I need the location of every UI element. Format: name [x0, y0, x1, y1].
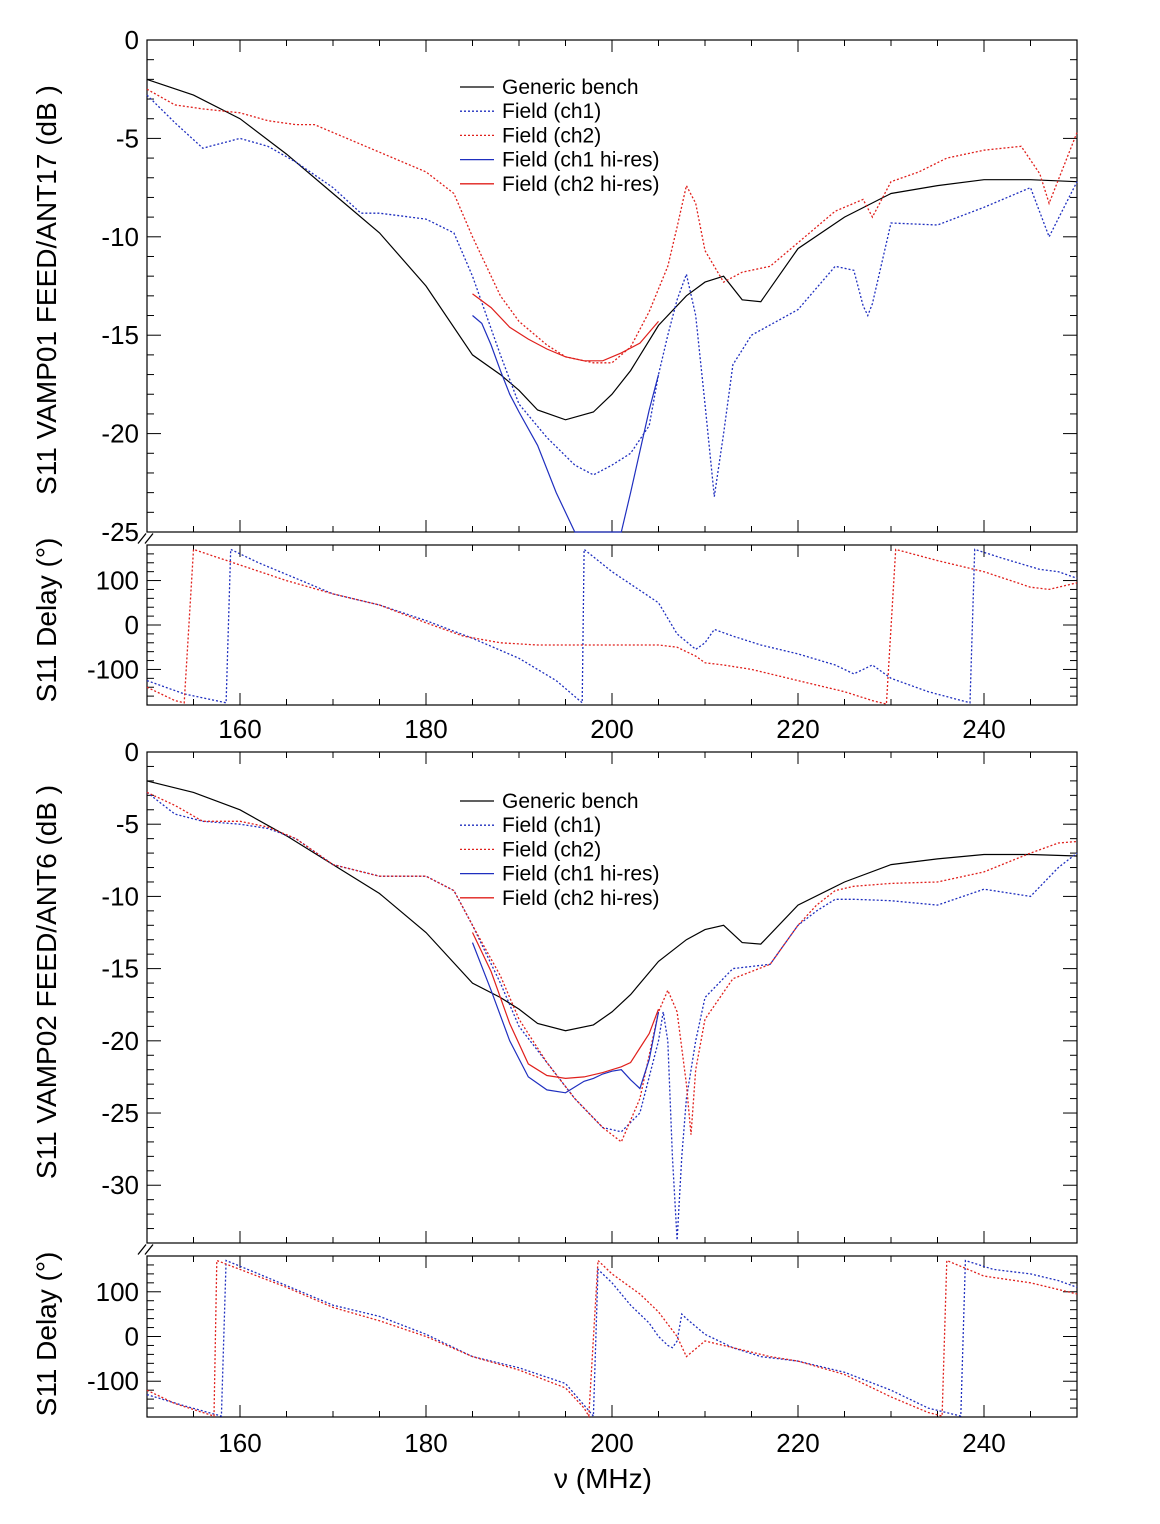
bottom-mag-series-line [471, 942, 660, 1094]
top-phase-tick-label: 0 [125, 610, 139, 640]
bottom-phase-series-line [146, 1259, 1078, 1418]
top-phase-series-line [146, 548, 1078, 705]
top-x-tick-label: 160 [218, 714, 261, 744]
bottom-x-tick-label: 160 [218, 1428, 261, 1458]
bottom-mag-tick-label: -15 [101, 954, 139, 984]
bottom-phase-series-line [146, 1259, 1078, 1419]
top-mag-tick-label: -15 [101, 320, 139, 350]
bottom-legend-label: Field (ch2 hi-res) [502, 887, 660, 910]
top-mag-tick-label: -20 [101, 419, 139, 449]
bottom-mag-frame [146, 751, 1078, 1244]
x-axis-title: ν (MHz) [554, 1463, 652, 1494]
top-mag-tick-label: 0 [125, 25, 139, 55]
bottom-mag-tick-label: -5 [116, 809, 139, 839]
top-legend-label: Field (ch2) [502, 124, 601, 147]
top-mag-tick-label: -25 [101, 517, 139, 547]
bottom-mag-tick-label: -30 [101, 1170, 139, 1200]
top-phase-series-line [146, 548, 1078, 705]
bottom-mag-series-line [471, 932, 660, 1080]
top-mag-series-line [472, 293, 659, 362]
bottom-mag-ylabel: S11 VAMP02 FEED/ANT6 (dB ) [31, 785, 62, 1179]
bottom-axis-break [144, 1244, 154, 1255]
bottom-axis-break [137, 1244, 147, 1255]
bottom-legend-label: Field (ch2) [502, 838, 601, 861]
bottom-legend-label: Generic bench [502, 790, 639, 813]
bottom-phase-tick-label: 100 [96, 1277, 139, 1307]
top-mag-tick-label: -10 [101, 222, 139, 252]
top-mag-tick-label: -5 [116, 123, 139, 153]
top-x-tick-label: 200 [590, 714, 633, 744]
top-x-tick-label: 220 [776, 714, 819, 744]
bottom-x-tick-label: 200 [590, 1428, 633, 1458]
top-legend-label: Field (ch2 hi-res) [502, 173, 660, 196]
top-x-tick-label: 240 [962, 714, 1005, 744]
top-legend-label: Field (ch1 hi-res) [502, 149, 660, 172]
bottom-mag-series-line [146, 791, 1078, 1143]
bottom-mag-tick-label: -10 [101, 881, 139, 911]
top-axis-break [137, 533, 147, 544]
top-phase-tick-label: 100 [96, 566, 139, 596]
bottom-legend-label: Field (ch1) [502, 814, 601, 837]
top-mag-series-line [146, 88, 1078, 364]
bottom-mag-tick-label: -25 [101, 1098, 139, 1128]
bottom-x-tick-label: 240 [962, 1428, 1005, 1458]
bottom-mag-series-line [146, 780, 1078, 1032]
bottom-legend-label: Field (ch1 hi-res) [502, 863, 660, 886]
bottom-phase-tick-label: -100 [87, 1366, 139, 1396]
top-mag-series-line [472, 315, 660, 533]
top-axis-break [144, 533, 154, 544]
top-mag-series-line [146, 94, 1078, 497]
top-mag-ylabel: S11 VAMP01 FEED/ANT17 (dB ) [31, 85, 62, 495]
top-phase-ylabel: S11 Delay (°) [31, 538, 62, 703]
bottom-mag-tick-label: 0 [125, 737, 139, 767]
bottom-phase-ylabel: S11 Delay (°) [31, 1252, 62, 1417]
top-mag-series-line [146, 78, 1078, 421]
bottom-phase-tick-label: 0 [125, 1322, 139, 1352]
bottom-mag-tick-label: -20 [101, 1026, 139, 1056]
bottom-x-tick-label: 220 [776, 1428, 819, 1458]
bottom-x-tick-label: 180 [404, 1428, 447, 1458]
top-x-tick-label: 180 [404, 714, 447, 744]
top-legend-label: Generic bench [502, 76, 639, 99]
top-legend-label: Field (ch1) [502, 100, 601, 123]
top-phase-frame [146, 544, 1078, 706]
top-phase-tick-label: -100 [87, 654, 139, 684]
top-mag-frame [146, 39, 1078, 533]
bottom-mag-series-line [146, 791, 1078, 1241]
bottom-phase-frame [146, 1255, 1078, 1418]
